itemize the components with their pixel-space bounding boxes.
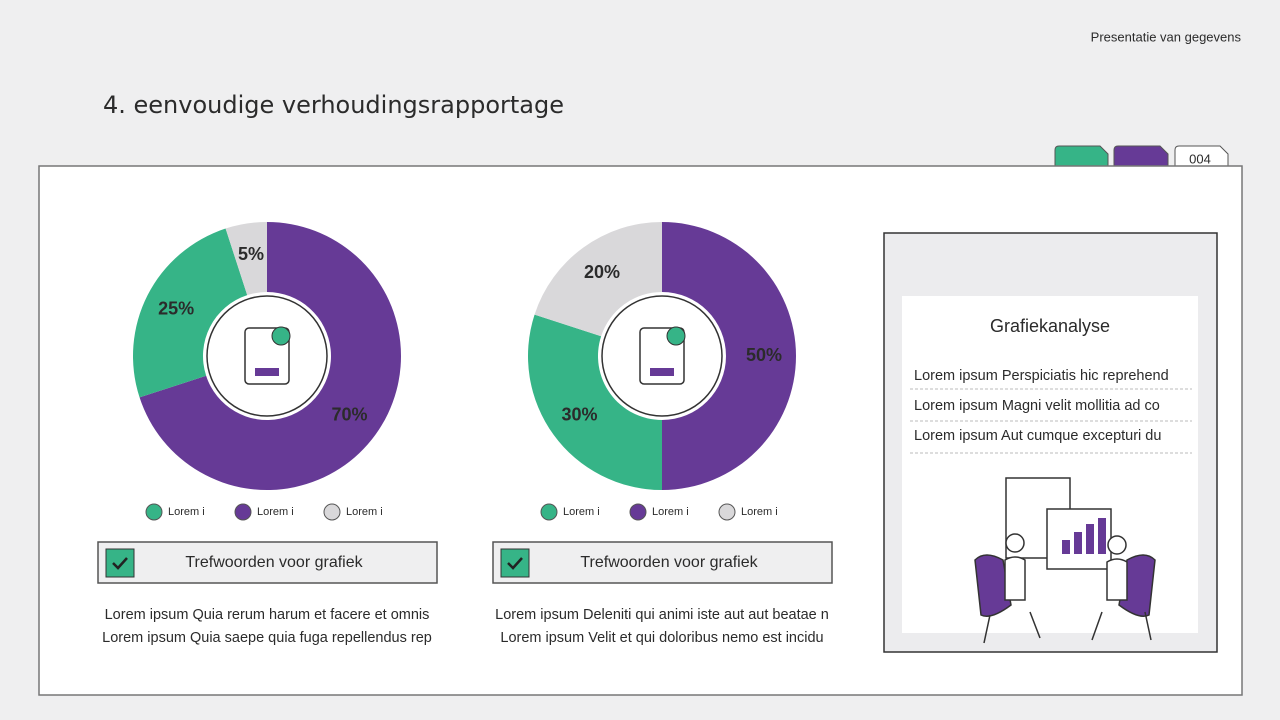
center-icon bbox=[255, 368, 279, 376]
description: Lorem ipsum Deleniti qui animi iste aut … bbox=[495, 607, 829, 623]
description: Lorem ipsum Quia rerum harum et facere e… bbox=[105, 607, 430, 623]
donut-segment bbox=[225, 222, 267, 296]
description: Lorem ipsum Velit et qui doloribus nemo … bbox=[500, 630, 823, 646]
center-icon bbox=[650, 368, 674, 376]
tab bbox=[1174, 145, 1229, 167]
donut-segment bbox=[133, 228, 248, 398]
legend-swatch bbox=[145, 503, 163, 521]
slide-title: 4. eenvoudige verhoudingsrapportage bbox=[103, 91, 564, 119]
donut-segment bbox=[534, 222, 662, 337]
legend-swatch bbox=[718, 503, 736, 521]
header-label: Presentatie van gegevens bbox=[1091, 29, 1242, 44]
legend-label: Lorem i bbox=[257, 506, 294, 518]
legend-swatch bbox=[540, 503, 558, 521]
keyword-box bbox=[492, 541, 833, 584]
panel-line: Lorem ipsum Aut cumque excepturi du bbox=[914, 428, 1161, 444]
donut-hole-ring bbox=[601, 295, 723, 417]
keyword: Trefwoorden voor grafiek bbox=[185, 554, 363, 571]
keyword: Trefwoorden voor grafiek bbox=[580, 554, 758, 571]
value-label: 5% bbox=[238, 244, 264, 264]
legend-swatch bbox=[234, 503, 252, 521]
value-label: 20% bbox=[584, 262, 620, 282]
legend-label: Lorem i bbox=[563, 506, 600, 518]
panel-line: Lorem ipsum Perspiciatis hic reprehend bbox=[914, 368, 1169, 384]
donut-segment bbox=[139, 222, 402, 490]
check-icon bbox=[112, 557, 128, 570]
panel-line: Lorem ipsum Magni velit mollitia ad co bbox=[914, 398, 1160, 414]
center-icon bbox=[666, 326, 686, 346]
page-number: 004 bbox=[1189, 151, 1211, 166]
check-icon bbox=[105, 548, 135, 578]
check-icon bbox=[500, 548, 530, 578]
legend-label: Lorem i bbox=[741, 506, 778, 518]
value-label: 70% bbox=[332, 405, 368, 425]
panel-title: Grafiekanalyse bbox=[990, 316, 1110, 336]
center-icon bbox=[244, 327, 290, 385]
legend-label: Lorem i bbox=[168, 506, 205, 518]
description: Lorem ipsum Quia saepe quia fuga repelle… bbox=[102, 630, 432, 646]
panel-inner bbox=[902, 296, 1198, 633]
legend-swatch bbox=[629, 503, 647, 521]
value-label: 30% bbox=[561, 405, 597, 425]
illustration bbox=[974, 477, 1156, 644]
value-label: 25% bbox=[158, 298, 194, 318]
donut-hole-ring bbox=[206, 295, 328, 417]
keyword-box bbox=[97, 541, 438, 584]
center-icon bbox=[639, 327, 685, 385]
tab bbox=[1113, 145, 1169, 167]
donut-segment bbox=[662, 222, 796, 490]
legend-swatch bbox=[323, 503, 341, 521]
donut-segment bbox=[528, 314, 662, 490]
tab bbox=[1054, 145, 1109, 167]
value-label: 50% bbox=[746, 345, 782, 365]
legend-label: Lorem i bbox=[346, 506, 383, 518]
legend-label: Lorem i bbox=[652, 506, 689, 518]
check-icon bbox=[507, 557, 523, 570]
center-icon bbox=[271, 326, 291, 346]
